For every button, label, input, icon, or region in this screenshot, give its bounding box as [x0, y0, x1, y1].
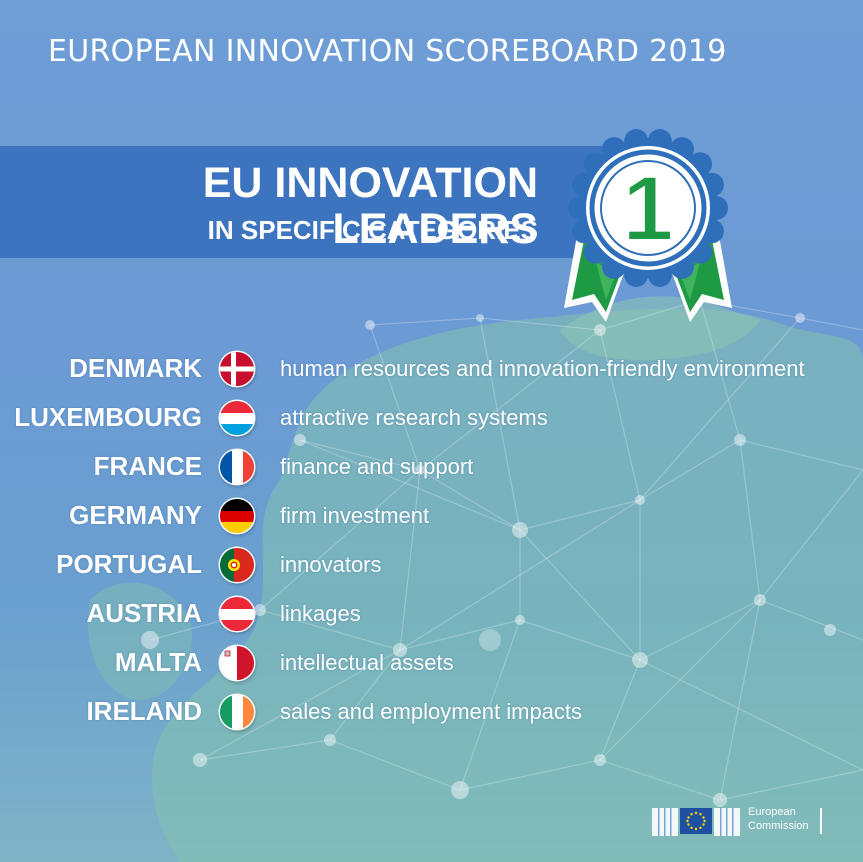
country-name: DENMARK [69, 353, 202, 383]
malta-flag-icon [220, 646, 254, 680]
page-title: EUROPEAN INNOVATION SCOREBOARD 2019 [48, 34, 727, 69]
european-commission-logo [652, 808, 822, 836]
country-name: LUXEMBOURG [14, 402, 202, 432]
list-item: MALTA intellectual assets [0, 640, 863, 686]
category-label: firm investment [280, 503, 430, 528]
ec-logo-line2: Commission [748, 820, 809, 832]
list-item: AUSTRIA linkages [0, 591, 863, 637]
ireland-flag-icon [220, 695, 254, 729]
category-label: linkages [280, 601, 361, 626]
banner-title: EU INNOVATION LEADERS [202, 159, 538, 253]
ec-logo-line1: European [748, 806, 796, 818]
denmark-flag-icon [220, 352, 254, 386]
country-name: IRELAND [86, 696, 202, 726]
category-label: sales and employment impacts [280, 699, 583, 724]
award-number: 1 [622, 158, 673, 260]
list-item: GERMANY firm investment [0, 493, 863, 539]
country-name: AUSTRIA [86, 598, 202, 628]
title-banner [0, 146, 615, 258]
map-landmass [151, 308, 863, 862]
list-item: PORTUGAL innovators [0, 542, 863, 588]
country-name: GERMANY [69, 500, 202, 530]
map-landmass-north [560, 296, 760, 360]
germany-flag-icon [220, 499, 254, 533]
network-lines [149, 299, 863, 801]
luxembourg-flag-icon [220, 401, 254, 435]
country-name: MALTA [114, 647, 202, 677]
map-landmass-west [88, 582, 192, 700]
france-flag-icon [220, 450, 254, 484]
category-label: attractive research systems [280, 405, 548, 430]
list-item: IRELAND sales and employment impacts [0, 689, 863, 735]
list-item: LUXEMBOURG attractive research systems [0, 395, 863, 441]
austria-flag-icon [220, 597, 254, 631]
category-label: human resources and innovation-friendly … [280, 356, 805, 381]
category-label: innovators [280, 552, 382, 577]
country-name: PORTUGAL [56, 549, 202, 579]
country-name: FRANCE [93, 451, 202, 481]
list-item: FRANCE finance and support [0, 444, 863, 490]
list-item: DENMARK human resources and innovation-f… [0, 346, 863, 392]
category-label: finance and support [280, 454, 474, 479]
banner-subtitle: IN SPECIFIC CATEGORIES [207, 215, 538, 245]
portugal-flag-icon [220, 548, 254, 582]
category-label: intellectual assets [280, 650, 454, 675]
ec-building-icon [652, 808, 740, 836]
ec-logo-text: European Commission [748, 805, 809, 833]
first-place-award-icon: 1 [564, 129, 732, 322]
